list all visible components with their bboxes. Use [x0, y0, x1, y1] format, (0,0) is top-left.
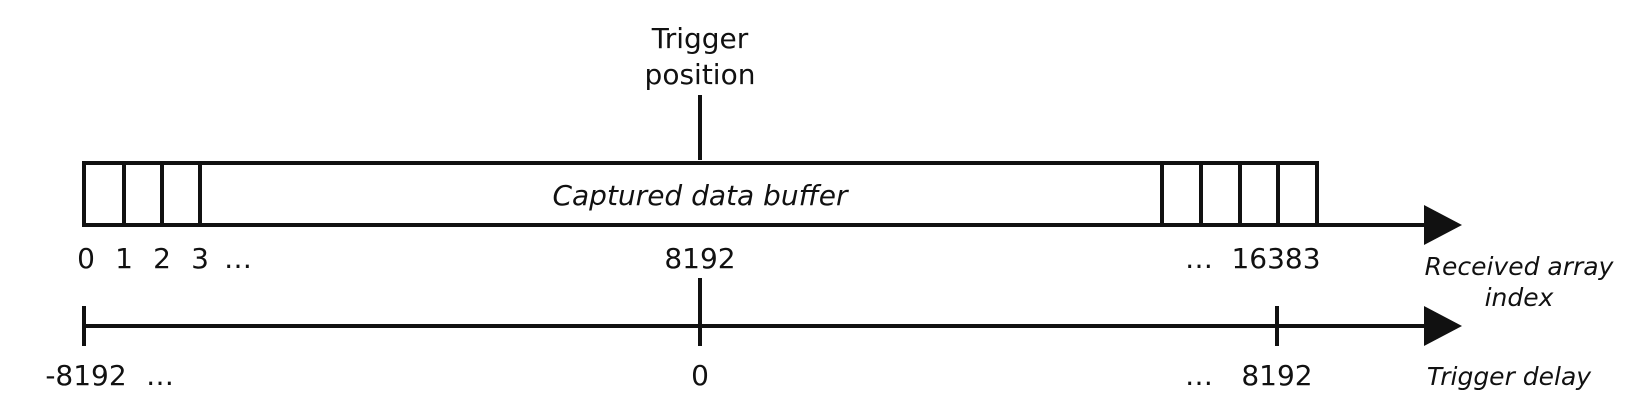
- received-index-label: 0: [77, 242, 95, 275]
- received-index-label: 3: [191, 242, 209, 275]
- trigger-delay-label: 8192: [1241, 359, 1312, 392]
- trigger-delay-label: -8192: [45, 359, 126, 392]
- received-index-label: …: [1185, 242, 1213, 275]
- trigger-delay-axis-label: Trigger delay: [1427, 362, 1592, 391]
- received-index-label: 1: [115, 242, 133, 275]
- captured-data-buffer: [82, 161, 1319, 227]
- received-index-label: 2: [153, 242, 171, 275]
- trigger-delay-arrowhead: [1424, 306, 1462, 346]
- received-index-label: 8192: [664, 242, 735, 275]
- captured-data-buffer-label: Captured data buffer: [552, 179, 849, 212]
- trigger-delay-label: …: [1185, 359, 1213, 392]
- received-index-label: 16383: [1231, 242, 1320, 275]
- received-index-arrowhead: [1424, 205, 1462, 245]
- trigger-delay-label: 0: [691, 359, 709, 392]
- received-index-axis-label-line1: Received array: [1425, 252, 1615, 281]
- trigger-position-label-line2: position: [645, 58, 756, 91]
- trigger-position-label-line1: Trigger: [651, 22, 749, 55]
- trigger-delay-label: …: [146, 359, 174, 392]
- received-index-label: …: [224, 242, 252, 275]
- received-index-axis-label-line2: index: [1485, 283, 1554, 312]
